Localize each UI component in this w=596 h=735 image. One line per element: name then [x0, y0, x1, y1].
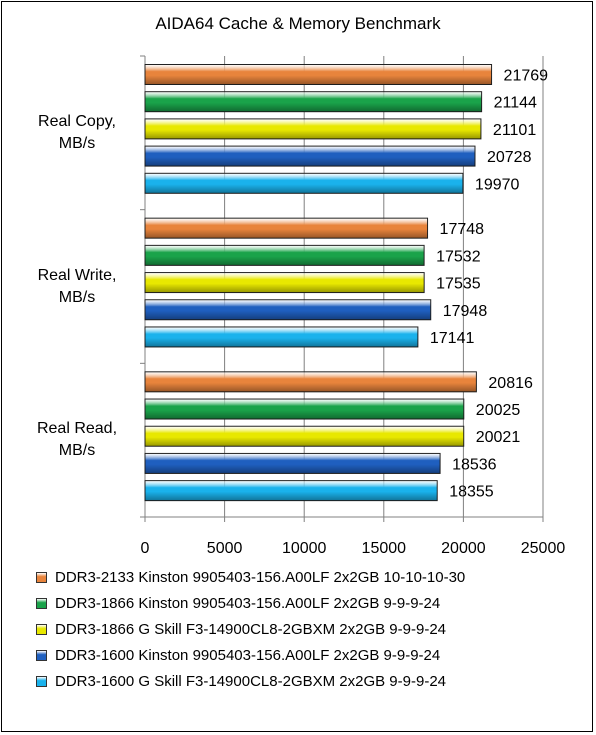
category-label: Real Copy, MB/s	[12, 111, 142, 155]
x-tick-label: 15000	[362, 540, 407, 557]
bar	[144, 145, 476, 167]
bar	[144, 371, 477, 393]
data-label: 17141	[430, 330, 475, 347]
legend-item: DDR3-1600 Kinston 9905403-156.A00LF 2x2G…	[22, 642, 582, 668]
category-label-line: MB/s	[58, 288, 96, 306]
x-tick-label: 10000	[282, 540, 327, 557]
data-label: 21144	[494, 95, 537, 112]
category-label-line: Real Write,	[37, 266, 117, 284]
data-label: 20021	[476, 429, 521, 446]
legend-swatch	[36, 597, 47, 609]
data-label: 17535	[436, 276, 481, 293]
data-label: 21101	[493, 122, 536, 139]
x-tick-label: 25000	[521, 540, 566, 557]
bar	[144, 272, 425, 294]
legend-label: DDR3-1866 Kinston 9905403-156.A00LF 2x2G…	[55, 594, 441, 612]
bar	[144, 64, 493, 85]
x-tick-label: 5000	[207, 540, 243, 557]
category-label-line: MB/s	[58, 134, 96, 152]
bar	[144, 118, 482, 140]
legend: DDR3-2133 Kinston 9905403-156.A00LF 2x2G…	[22, 564, 582, 694]
legend-item: DDR3-2133 Kinston 9905403-156.A00LF 2x2G…	[22, 564, 582, 590]
data-label: 20025	[476, 402, 521, 419]
data-label: 21769	[504, 68, 549, 85]
bar	[144, 299, 432, 321]
bar	[144, 172, 464, 194]
bar	[144, 326, 419, 348]
bar	[144, 91, 483, 113]
bar	[144, 244, 425, 266]
chart-title: AIDA64 Cache & Memory Benchmark	[155, 14, 441, 33]
data-label: 17532	[436, 248, 481, 265]
x-tick-label: 0	[141, 540, 150, 557]
data-label: 18355	[449, 484, 494, 501]
bar	[144, 425, 465, 447]
legend-swatch	[36, 649, 47, 661]
category-label-line: MB/s	[58, 442, 96, 460]
legend-label: DDR3-1600 Kinston 9905403-156.A00LF 2x2G…	[55, 646, 441, 664]
category-label: Real Read, MB/s	[12, 418, 142, 462]
bar	[144, 480, 438, 502]
legend-item: DDR3-1600 G Skill F3-14900CL8-2GBXM 2x2G…	[22, 668, 582, 694]
data-label: 18536	[452, 456, 497, 473]
bar	[144, 452, 441, 474]
data-label: 20816	[488, 375, 533, 392]
legend-label: DDR3-1866 G Skill F3-14900CL8-2GBXM 2x2G…	[55, 620, 447, 638]
category-label-line: Real Copy,	[38, 112, 116, 130]
bar	[144, 398, 465, 420]
legend-swatch	[36, 623, 47, 635]
legend-item: DDR3-1866 Kinston 9905403-156.A00LF 2x2G…	[22, 590, 582, 616]
data-label: 17748	[440, 221, 485, 238]
data-label: 20728	[487, 149, 532, 166]
legend-swatch	[36, 675, 47, 687]
data-label: 17948	[443, 303, 488, 320]
x-tick-label: 20000	[441, 540, 486, 557]
legend-label: DDR3-2133 Kinston 9905403-156.A00LF 2x2G…	[55, 568, 466, 586]
category-label-line: Real Read,	[36, 420, 118, 438]
category-label: Real Write, MB/s	[12, 265, 142, 309]
data-label: 19970	[475, 176, 520, 193]
legend-label: DDR3-1600 G Skill F3-14900CL8-2GBXM 2x2G…	[55, 672, 447, 690]
legend-swatch	[36, 571, 47, 583]
bar	[144, 217, 429, 239]
legend-item: DDR3-1866 G Skill F3-14900CL8-2GBXM 2x2G…	[22, 616, 582, 642]
